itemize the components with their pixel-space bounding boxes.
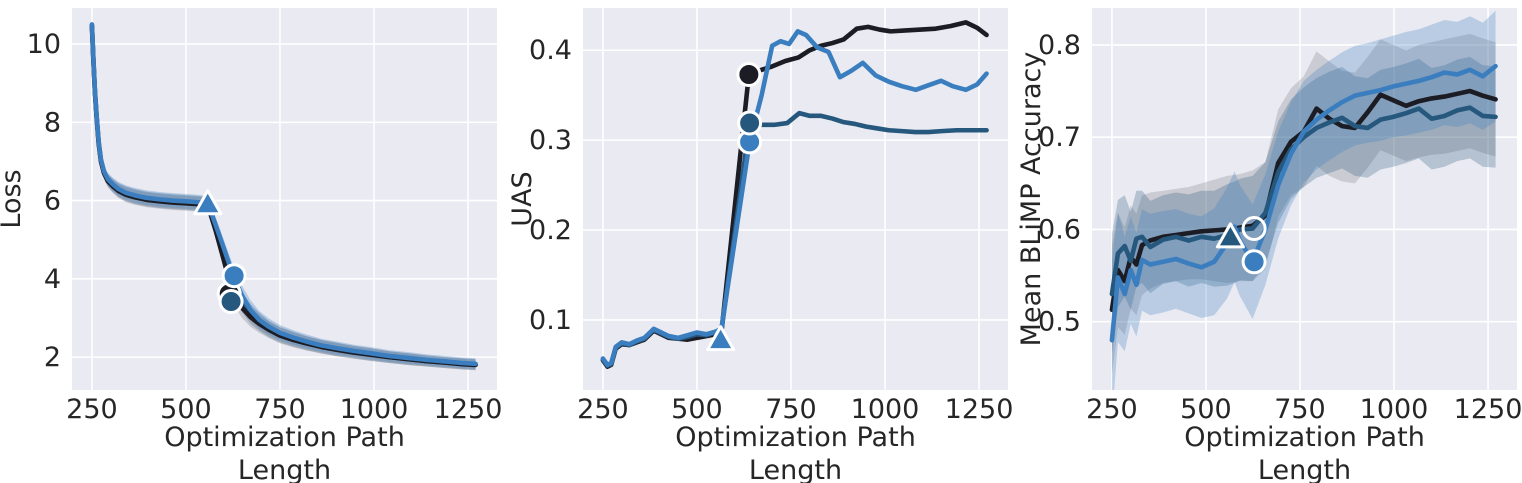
y-tick-label: 0.6	[1038, 214, 1081, 245]
x-tick-label: 500	[160, 394, 212, 425]
plot-background	[583, 8, 1008, 390]
panel-loss: 250 500 750 1000 1250 2 4 6 8 10 Loss Optimization …	[0, 0, 507, 483]
y-axis-label: Mean BLiMP Accuracy	[1016, 52, 1047, 347]
y-tick-label: 0.8	[1038, 30, 1081, 61]
ci-band-darkblue	[91, 22, 476, 371]
triangle-marker	[706, 325, 736, 352]
y-tick-label: 0.1	[529, 305, 572, 336]
ci-band-black	[91, 24, 476, 371]
x-axis-label-line1: Optimization Path	[164, 422, 405, 453]
loss-chart: 250 500 750 1000 1250 2 4 6 8 10 Loss Optimization …	[0, 8, 503, 483]
y-tick-label: 0.7	[1038, 122, 1081, 153]
plot-layer	[89, 22, 478, 371]
y-tick-label: 10	[27, 29, 61, 60]
x-axis-label-line2: Length	[1258, 455, 1351, 483]
x-tick-label: 1000	[1360, 394, 1429, 425]
x-axis-label-line1: Optimization Path	[1184, 422, 1425, 453]
y-tick-label: 0.5	[1038, 307, 1081, 338]
x-tick-label: 750	[1274, 394, 1326, 425]
y-tick-label: 8	[44, 107, 61, 138]
y-axis-label: Loss	[0, 169, 27, 228]
panel-uas: 250 500 750 1000 1250 0.1 0.2 0.3 0.4 UAS Optimiza…	[507, 0, 1014, 483]
x-tick-label: 1000	[340, 394, 409, 425]
triangle-marker	[193, 189, 223, 216]
ci-band-darkblue	[1111, 56, 1496, 355]
uas-chart: 250 500 750 1000 1250 0.1 0.2 0.3 0.4 UAS Optimiza…	[507, 8, 1014, 483]
triangle-marker	[1215, 222, 1245, 249]
x-tick-label: 1250	[434, 394, 503, 425]
x-axis-label-line2: Length	[238, 455, 331, 483]
ci-band-blue	[91, 22, 476, 370]
y-tick-label: 0.4	[529, 35, 572, 66]
series-line-darkblue	[1109, 105, 1498, 297]
series-line-blue	[89, 22, 478, 367]
y-tick-label: 2	[44, 342, 61, 373]
plot-layer	[1109, 10, 1498, 390]
circle-marker	[736, 62, 762, 88]
x-tick-label: 250	[577, 394, 629, 425]
y-tick-label: 4	[44, 264, 61, 295]
circle-marker	[1241, 249, 1267, 275]
x-tick-label: 500	[671, 394, 723, 425]
series-line-blue	[1109, 63, 1498, 343]
circle-marker	[218, 289, 244, 315]
x-tick-label: 1250	[1454, 394, 1522, 425]
y-tick-label: 0.2	[529, 215, 572, 246]
x-tick-label: 500	[1180, 394, 1232, 425]
x-tick-label: 250	[66, 394, 118, 425]
circle-marker	[1241, 216, 1267, 242]
x-tick-label: 750	[765, 394, 817, 425]
circle-marker	[221, 263, 247, 289]
circle-marker	[737, 110, 763, 136]
x-tick-label: 1000	[851, 394, 920, 425]
x-tick-label: 250	[1086, 394, 1138, 425]
y-tick-label: 6	[44, 186, 61, 217]
y-tick-label: 0.3	[529, 125, 572, 156]
x-tick-label: 750	[254, 394, 306, 425]
panel-blimp-accuracy: 250 500 750 1000 1250 0.5 0.6 0.7 0.8 Mean BLiMP …	[1014, 0, 1522, 483]
ci-band-blue	[1111, 10, 1496, 390]
ci-band-black	[1111, 33, 1496, 375]
x-axis-label-line1: Optimization Path	[675, 422, 916, 453]
x-axis-label-line2: Length	[749, 455, 842, 483]
plot-layer	[600, 20, 989, 369]
x-tick-label: 1250	[945, 394, 1014, 425]
series-line-blue	[600, 29, 989, 368]
y-axis-label: UAS	[507, 171, 538, 226]
